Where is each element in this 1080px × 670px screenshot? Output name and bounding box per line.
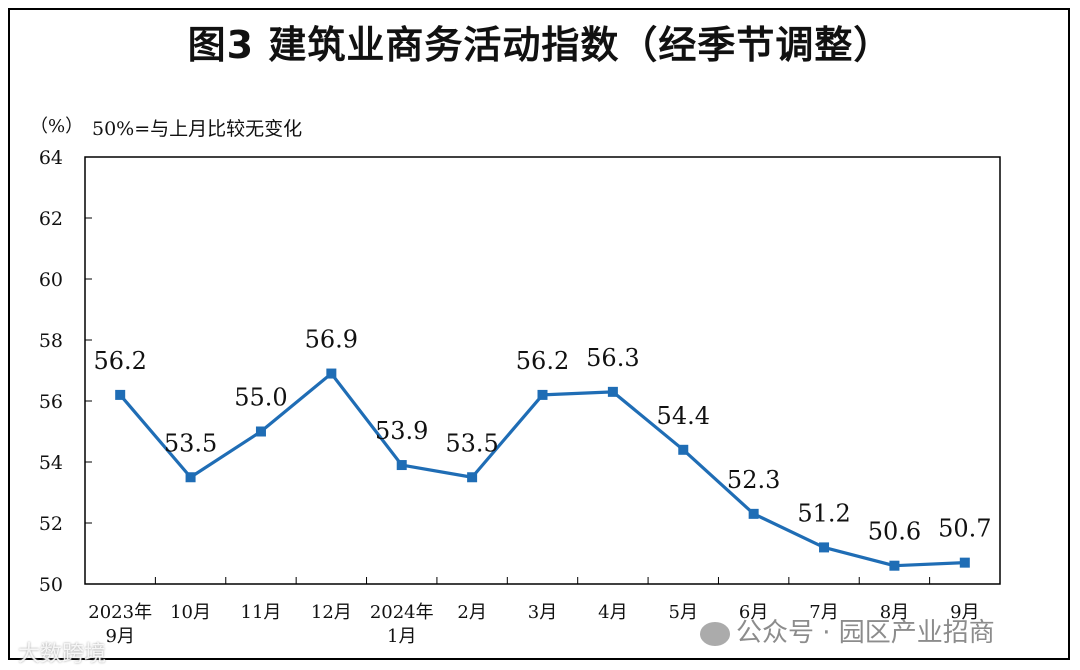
data-label: 56.3: [586, 344, 639, 372]
x-tick-label: 12月: [311, 602, 352, 623]
x-tick-label: 2月: [457, 602, 486, 623]
data-label: 51.2: [797, 499, 850, 527]
data-label: 53.9: [375, 417, 428, 445]
y-tick-label: 64: [39, 147, 63, 169]
x-tick-label: 3月: [528, 602, 557, 623]
data-label: 50.7: [938, 515, 991, 543]
data-point: [959, 557, 970, 568]
data-point: [889, 560, 900, 571]
data-point: [185, 472, 196, 483]
data-point: [255, 426, 266, 437]
y-tick-label: 50: [39, 574, 63, 596]
data-point: [537, 389, 548, 400]
x-tick-label: 4月: [598, 602, 627, 623]
y-tick-label: 60: [39, 269, 63, 291]
watermark-right-text: 公众号 · 园区产业招商: [736, 618, 995, 648]
y-tick-label: 56: [39, 391, 63, 413]
x-tick-label: 5月: [669, 602, 698, 623]
data-label: 52.3: [727, 466, 780, 494]
x-tick-label: 9月: [105, 626, 134, 647]
chart-note: 50%=与上月比较无变化: [92, 118, 303, 140]
plot-area: [84, 156, 1001, 585]
y-tick-label: 58: [39, 330, 63, 352]
data-label: 56.9: [305, 326, 358, 354]
watermark-left-text: 大数跨境: [18, 642, 107, 667]
data-point: [396, 460, 407, 471]
x-tick-label: 2023年: [88, 602, 152, 623]
wechat-icon: [700, 621, 730, 646]
data-point: [748, 508, 759, 519]
y-tick-label: 52: [39, 513, 63, 535]
x-tick-label: 6月: [739, 602, 768, 623]
chart-frame: [8, 8, 1070, 660]
x-tick-label: 8月: [880, 602, 909, 623]
data-point: [115, 389, 126, 400]
data-point: [819, 542, 830, 553]
data-point: [326, 368, 337, 379]
x-tick-label: 2024年: [370, 602, 434, 623]
data-label: 56.2: [93, 347, 146, 375]
data-label: 53.5: [164, 429, 217, 457]
x-tick-label: 7月: [809, 602, 838, 623]
data-point: [607, 386, 618, 397]
x-tick-label: 1月: [387, 626, 416, 647]
data-point: [467, 472, 478, 483]
x-tick-label: 11月: [241, 602, 282, 623]
y-tick-label: 62: [39, 208, 63, 230]
x-tick-label: 9月: [950, 602, 979, 623]
chart-title: 图3 建筑业商务活动指数（经季节调整）: [187, 23, 893, 67]
data-point: [678, 444, 689, 455]
y-tick-label: 54: [39, 452, 63, 474]
data-label: 53.5: [445, 429, 498, 457]
watermark-right: 公众号 · 园区产业招商: [700, 612, 995, 649]
data-label: 56.2: [516, 347, 569, 375]
data-label: 50.6: [868, 518, 921, 546]
y-unit-label: （%）: [30, 116, 84, 137]
data-label: 55.0: [234, 384, 287, 412]
x-tick-label: 10月: [170, 602, 211, 623]
data-label: 54.4: [657, 402, 710, 430]
watermark-left: 大数跨境: [18, 636, 106, 668]
